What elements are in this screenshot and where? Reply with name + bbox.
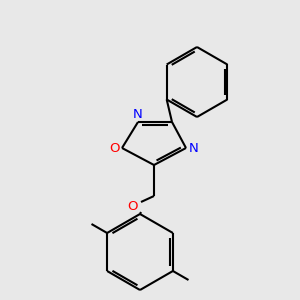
Text: N: N xyxy=(133,109,143,122)
Text: N: N xyxy=(189,142,199,154)
Text: O: O xyxy=(110,142,120,154)
Text: O: O xyxy=(128,200,138,214)
